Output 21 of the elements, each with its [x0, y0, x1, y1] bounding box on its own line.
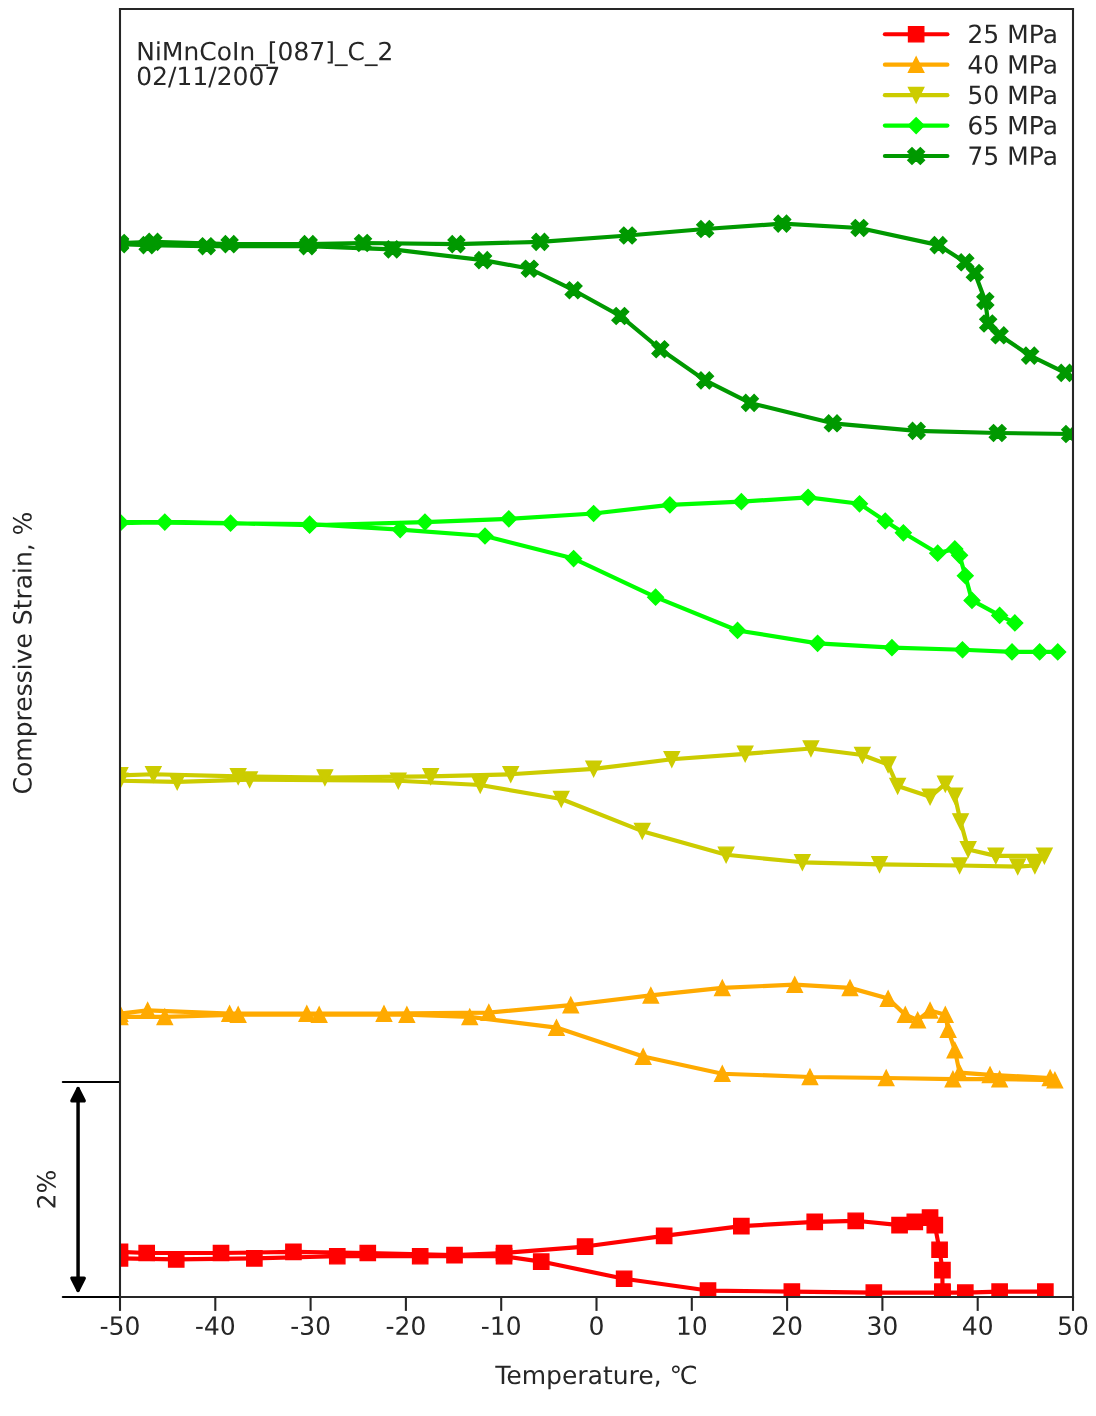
x-tick-label: -50	[100, 1316, 139, 1336]
x-tick-label: -20	[386, 1316, 425, 1336]
x-tick-label: 50	[1059, 1316, 1088, 1336]
x-tick-label: -10	[482, 1316, 520, 1336]
legend-label: 65 MPa	[969, 115, 1056, 135]
x-tick-label: -40	[196, 1316, 235, 1336]
x-tick-label: 30	[868, 1316, 897, 1336]
text: 02/11/2007	[137, 66, 279, 88]
legend-label: 40 MPa	[968, 54, 1056, 74]
x-axis-title: Temperature, ℃	[495, 1365, 696, 1390]
text: NiMnCoIn_[087]_C_2	[138, 41, 391, 67]
y-axis-title: Compressive Strain, %	[12, 512, 37, 794]
x-tick-label: 20	[773, 1316, 802, 1336]
legend-label: 50 MPa	[969, 85, 1056, 105]
legend-label: 75 MPa	[969, 146, 1056, 166]
x-tick-label: 0	[590, 1316, 603, 1336]
x-tick-label: 40	[963, 1316, 992, 1336]
x-tick-label: 10	[678, 1316, 707, 1336]
text: 2%	[36, 1171, 56, 1208]
x-tick-label: -30	[291, 1316, 330, 1336]
legend-label: 25 MPa	[969, 24, 1056, 44]
